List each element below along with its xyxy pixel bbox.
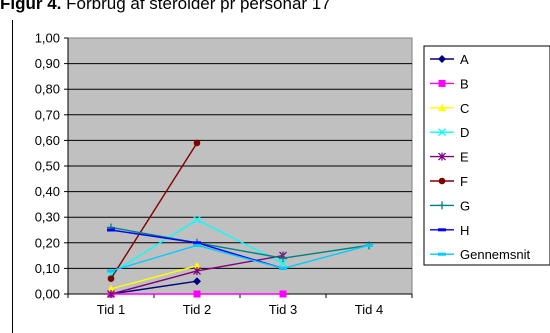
legend-marker: [438, 152, 446, 161]
legend-marker: [438, 128, 446, 137]
legend-entry-d: D: [460, 125, 469, 140]
y-tick-label: 0,80: [35, 82, 60, 97]
series-line-gennemsnit: [110, 244, 370, 272]
data-point-f: [107, 275, 115, 282]
series-line-f: [110, 142, 198, 280]
legend-marker: [438, 103, 446, 112]
chart-title: Figur 4. Forbrug af steroider pr personå…: [0, 0, 331, 14]
data-point-h: [193, 241, 201, 245]
data-point-gennemsnit: [107, 269, 115, 273]
x-tick-label: Tid 4: [355, 302, 383, 317]
data-point-b: [193, 290, 201, 298]
y-tick-label: 0,40: [35, 184, 60, 199]
figure-caption-tail: år 17: [291, 0, 331, 13]
data-point-gennemsnit: [193, 243, 201, 247]
legend-entry-h: H: [460, 223, 469, 238]
y-tick-label: 1,00: [35, 31, 60, 46]
legend-entry-a: A: [460, 52, 469, 67]
data-point-c: [193, 261, 201, 270]
legend-marker: [438, 55, 446, 63]
figure-caption: Forbrug af steroider pr person: [61, 0, 292, 13]
x-tick-label: Tid 1: [97, 302, 125, 317]
series-line-g: [110, 226, 370, 259]
series-line-c: [110, 265, 198, 290]
x-tick-label: Tid 2: [183, 302, 211, 317]
series-line-a: [110, 280, 198, 295]
x-tick-label: Tid 3: [269, 302, 297, 317]
y-tick-label: 0,70: [35, 107, 60, 122]
data-point-a: [193, 277, 201, 286]
y-tick-label: 0,00: [35, 287, 60, 302]
y-tick-label: 0,30: [35, 210, 60, 225]
data-point-h: [107, 228, 115, 232]
y-tick-label: 0,90: [35, 56, 60, 71]
legend-marker: [438, 177, 446, 185]
y-tick-label: 0,50: [35, 159, 60, 174]
data-point-gennemsnit: [279, 266, 287, 270]
data-point-e: [193, 266, 201, 275]
legend-marker: [438, 252, 446, 256]
y-tick-label: 0,20: [35, 235, 60, 250]
legend-entry-gennemsnit: Gennemsnit: [460, 247, 530, 262]
y-tick-label: 0,10: [35, 261, 60, 276]
figure-number: Figur 4.: [0, 0, 62, 13]
legend-entry-b: B: [460, 76, 469, 91]
legend-entry-f: F: [460, 174, 468, 189]
data-point-e: [107, 290, 115, 298]
legend-entry-g: G: [460, 198, 470, 213]
data-point-f: [193, 139, 201, 147]
data-point-c: [107, 284, 115, 293]
data-point-g: [279, 254, 287, 263]
legend-marker: [438, 228, 446, 232]
frame-border: [12, 20, 13, 333]
legend-entry-e: E: [460, 150, 469, 165]
data-point-b: [279, 290, 287, 298]
y-tick-label: 0,60: [35, 133, 60, 148]
data-point-gennemsnit: [365, 243, 373, 247]
legend-marker: [438, 201, 446, 210]
legend-entry-c: C: [460, 101, 469, 116]
data-point-d: [193, 215, 201, 224]
legend-marker: [438, 79, 446, 87]
data-point-d: [279, 259, 287, 268]
